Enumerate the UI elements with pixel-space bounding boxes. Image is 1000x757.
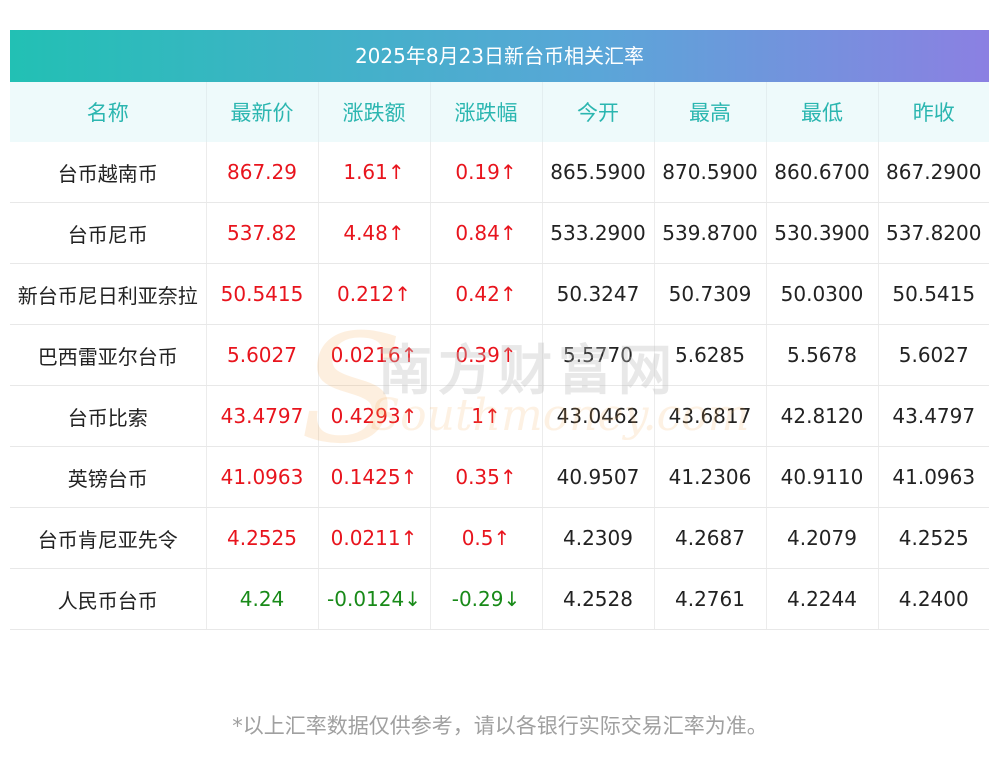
cell-latest: 5.6027 xyxy=(206,324,319,386)
cell-latest: 867.29 xyxy=(206,142,319,203)
cell-change-pct: -0.29↓ xyxy=(430,568,543,630)
cell-open: 4.2528 xyxy=(542,568,655,630)
header-low: 最低 xyxy=(766,82,879,142)
cell-prev-close: 4.2400 xyxy=(878,568,989,630)
cell-open: 43.0462 xyxy=(542,385,655,447)
cell-name: 台币肯尼亚先令 xyxy=(10,507,207,569)
table-row: 台币比索 43.4797 0.4293↑ 1↑ 43.0462 43.6817 42.812… xyxy=(10,385,989,447)
cell-change: 0.4293↑ xyxy=(318,385,431,447)
cell-change-pct: 1↑ xyxy=(430,385,543,447)
header-open: 今开 xyxy=(542,82,655,142)
header-name: 名称 xyxy=(10,82,207,142)
cell-change: 0.0211↑ xyxy=(318,507,431,569)
cell-change: -0.0124↓ xyxy=(318,568,431,630)
cell-low: 42.8120 xyxy=(766,385,879,447)
cell-name: 台币比索 xyxy=(10,385,207,447)
cell-name: 巴西雷亚尔台币 xyxy=(10,324,207,386)
cell-low: 4.2244 xyxy=(766,568,879,630)
footnote: *以上汇率数据仅供参考，请以各银行实际交易汇率为准。 xyxy=(232,714,768,738)
cell-high: 870.5900 xyxy=(654,142,767,203)
table-title: 2025年8月23日新台币相关汇率 xyxy=(10,30,989,82)
header-change: 涨跌额 xyxy=(318,82,431,142)
table-row: 台币越南币 867.29 1.61↑ 0.19↑ 865.5900 870.5900 860… xyxy=(10,142,989,203)
cell-open: 40.9507 xyxy=(542,446,655,508)
header-latest: 最新价 xyxy=(206,82,319,142)
cell-latest: 4.24 xyxy=(206,568,319,630)
cell-prev-close: 5.6027 xyxy=(878,324,989,386)
cell-low: 5.5678 xyxy=(766,324,879,386)
table-row: 新台币尼日利亚奈拉 50.5415 0.212↑ 0.42↑ 50.3247 50.730… xyxy=(10,263,989,325)
cell-change: 0.212↑ xyxy=(318,263,431,325)
cell-low: 50.0300 xyxy=(766,263,879,325)
cell-latest: 41.0963 xyxy=(206,446,319,508)
cell-prev-close: 43.4797 xyxy=(878,385,989,447)
cell-change: 4.48↑ xyxy=(318,202,431,264)
cell-name: 台币尼币 xyxy=(10,202,207,264)
cell-low: 860.6700 xyxy=(766,142,879,203)
cell-change: 0.1425↑ xyxy=(318,446,431,508)
cell-open: 4.2309 xyxy=(542,507,655,569)
cell-low: 40.9110 xyxy=(766,446,879,508)
cell-prev-close: 867.2900 xyxy=(878,142,989,203)
cell-latest: 4.2525 xyxy=(206,507,319,569)
cell-change-pct: 0.84↑ xyxy=(430,202,543,264)
cell-low: 4.2079 xyxy=(766,507,879,569)
cell-prev-close: 50.5415 xyxy=(878,263,989,325)
header-row: 名称 最新价 涨跌额 涨跌幅 今开 最高 最低 昨收 xyxy=(10,82,989,142)
rate-table: 名称 最新价 涨跌额 涨跌幅 今开 最高 最低 昨收 台币越南币 867.29 1.… xyxy=(10,82,989,630)
cell-change: 1.61↑ xyxy=(318,142,431,203)
cell-prev-close: 41.0963 xyxy=(878,446,989,508)
cell-open: 5.5770 xyxy=(542,324,655,386)
rate-table-card: 2025年8月23日新台币相关汇率 名称 最新价 涨跌额 涨跌幅 今开 最高 最… xyxy=(10,30,989,630)
cell-latest: 43.4797 xyxy=(206,385,319,447)
cell-low: 530.3900 xyxy=(766,202,879,264)
cell-name: 英镑台币 xyxy=(10,446,207,508)
header-change-pct: 涨跌幅 xyxy=(430,82,543,142)
cell-change-pct: 0.5↑ xyxy=(430,507,543,569)
cell-change-pct: 0.19↑ xyxy=(430,142,543,203)
cell-high: 41.2306 xyxy=(654,446,767,508)
cell-name: 人民币台币 xyxy=(10,568,207,630)
table-row: 人民币台币 4.24 -0.0124↓ -0.29↓ 4.2528 4.2761 4.224… xyxy=(10,568,989,630)
cell-open: 533.2900 xyxy=(542,202,655,264)
table-row: 台币尼币 537.82 4.48↑ 0.84↑ 533.2900 539.8700 530.… xyxy=(10,202,989,264)
header-prev-close: 昨收 xyxy=(878,82,989,142)
table-row: 巴西雷亚尔台币 5.6027 0.0216↑ 0.39↑ 5.5770 5.6285 5.5… xyxy=(10,324,989,386)
cell-high: 4.2687 xyxy=(654,507,767,569)
cell-name: 台币越南币 xyxy=(10,142,207,203)
cell-open: 865.5900 xyxy=(542,142,655,203)
cell-latest: 537.82 xyxy=(206,202,319,264)
cell-high: 50.7309 xyxy=(654,263,767,325)
cell-change: 0.0216↑ xyxy=(318,324,431,386)
cell-high: 4.2761 xyxy=(654,568,767,630)
cell-open: 50.3247 xyxy=(542,263,655,325)
cell-latest: 50.5415 xyxy=(206,263,319,325)
header-high: 最高 xyxy=(654,82,767,142)
cell-prev-close: 4.2525 xyxy=(878,507,989,569)
cell-change-pct: 0.42↑ xyxy=(430,263,543,325)
cell-high: 43.6817 xyxy=(654,385,767,447)
cell-prev-close: 537.8200 xyxy=(878,202,989,264)
cell-change-pct: 0.35↑ xyxy=(430,446,543,508)
cell-change-pct: 0.39↑ xyxy=(430,324,543,386)
table-row: 台币肯尼亚先令 4.2525 0.0211↑ 0.5↑ 4.2309 4.2687 4.20… xyxy=(10,507,989,569)
cell-high: 539.8700 xyxy=(654,202,767,264)
cell-high: 5.6285 xyxy=(654,324,767,386)
cell-name: 新台币尼日利亚奈拉 xyxy=(10,263,207,325)
table-row: 英镑台币 41.0963 0.1425↑ 0.35↑ 40.9507 41.2306 40.… xyxy=(10,446,989,508)
